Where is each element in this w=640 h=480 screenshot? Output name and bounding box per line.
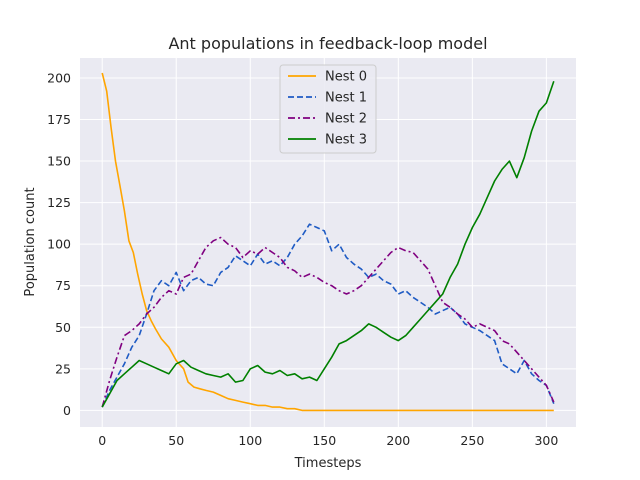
x-tick-label: 50 <box>168 433 184 448</box>
y-tick-label: 50 <box>55 320 71 335</box>
x-tick-label: 0 <box>98 433 106 448</box>
y-tick-label: 75 <box>55 278 71 293</box>
series-line-nest-3 <box>101 81 555 408</box>
y-axis-label: Population count <box>23 187 38 296</box>
x-tick-label: 250 <box>460 433 484 448</box>
x-tick-label: 200 <box>386 433 410 448</box>
x-tick-labels: 0 50 100 150 200 250 300 <box>98 433 558 448</box>
legend-label-nest-2: Nest 2 <box>325 112 367 127</box>
legend-box <box>279 64 377 154</box>
y-tick-labels: 0 25 50 75 100 125 150 175 200 <box>47 70 71 417</box>
series-layer <box>101 72 555 412</box>
y-tick-label: 200 <box>47 70 71 85</box>
y-tick-label: 175 <box>47 112 71 127</box>
x-tick-label: 100 <box>238 433 262 448</box>
legend-label-nest-3: Nest 3 <box>325 133 367 148</box>
x-axis-label: Timesteps <box>294 456 362 471</box>
legend-label-nest-1: Nest 1 <box>325 91 367 106</box>
legend: Nest 0 Nest 1 Nest 2 Nest 3 <box>279 64 377 154</box>
legend-label-nest-0: Nest 0 <box>325 70 367 85</box>
series-line-nest-0 <box>101 72 554 412</box>
y-tick-label: 150 <box>47 154 71 169</box>
chart-title: Ant populations in feedback-loop model <box>168 34 487 53</box>
series-line-nest-1 <box>101 223 555 408</box>
x-tick-label: 150 <box>312 433 336 448</box>
y-tick-label: 25 <box>55 361 71 376</box>
y-tick-label: 125 <box>47 195 71 210</box>
y-tick-label: 100 <box>47 237 71 252</box>
x-tick-label: 300 <box>534 433 558 448</box>
y-tick-label: 0 <box>63 403 71 418</box>
